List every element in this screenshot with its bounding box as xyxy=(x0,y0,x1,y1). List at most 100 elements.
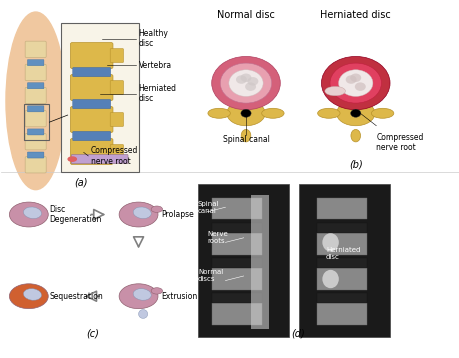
Circle shape xyxy=(247,77,258,86)
FancyBboxPatch shape xyxy=(28,106,44,112)
Circle shape xyxy=(350,109,360,117)
Ellipse shape xyxy=(370,108,393,118)
Ellipse shape xyxy=(6,12,65,190)
Circle shape xyxy=(229,70,263,96)
Circle shape xyxy=(349,73,360,82)
Bar xyxy=(316,258,366,268)
Text: Compressed
nerve root: Compressed nerve root xyxy=(375,133,423,152)
Bar xyxy=(61,23,138,172)
Ellipse shape xyxy=(241,130,250,142)
Ellipse shape xyxy=(336,101,374,126)
Bar xyxy=(197,184,289,337)
Bar xyxy=(211,233,262,255)
Ellipse shape xyxy=(119,284,157,309)
Circle shape xyxy=(338,70,372,96)
Text: Herniated
disc: Herniated disc xyxy=(325,247,359,260)
Text: Vertebra: Vertebra xyxy=(138,61,171,70)
Text: Spinal canal: Spinal canal xyxy=(222,135,269,144)
Text: Extrusion: Extrusion xyxy=(161,292,197,301)
Ellipse shape xyxy=(9,284,48,309)
Ellipse shape xyxy=(119,202,157,227)
FancyBboxPatch shape xyxy=(73,67,111,77)
Circle shape xyxy=(345,75,356,84)
Ellipse shape xyxy=(133,207,151,218)
Bar xyxy=(211,258,262,268)
Bar xyxy=(211,293,262,304)
FancyBboxPatch shape xyxy=(70,74,113,101)
Bar xyxy=(316,293,366,304)
Text: Disc
Degeneration: Disc Degeneration xyxy=(49,205,101,224)
FancyBboxPatch shape xyxy=(110,49,123,63)
Text: (b): (b) xyxy=(348,159,362,169)
Circle shape xyxy=(235,75,246,84)
Text: Compressed
nerve root: Compressed nerve root xyxy=(90,146,138,166)
Bar xyxy=(316,223,366,233)
Ellipse shape xyxy=(324,86,345,96)
Ellipse shape xyxy=(261,108,284,118)
Ellipse shape xyxy=(317,108,339,118)
Circle shape xyxy=(240,73,251,82)
Bar xyxy=(211,268,262,290)
Bar xyxy=(316,268,366,290)
FancyBboxPatch shape xyxy=(25,134,46,150)
Ellipse shape xyxy=(9,202,48,227)
Ellipse shape xyxy=(322,233,338,252)
FancyBboxPatch shape xyxy=(28,60,44,66)
Circle shape xyxy=(220,63,271,103)
Circle shape xyxy=(211,57,280,110)
Bar xyxy=(316,304,366,325)
FancyBboxPatch shape xyxy=(70,107,113,132)
Circle shape xyxy=(245,82,256,91)
FancyBboxPatch shape xyxy=(25,110,46,127)
Ellipse shape xyxy=(226,101,265,126)
FancyBboxPatch shape xyxy=(25,156,46,173)
Ellipse shape xyxy=(133,289,151,300)
Ellipse shape xyxy=(322,270,338,288)
Text: Herniated disc: Herniated disc xyxy=(319,10,390,20)
Ellipse shape xyxy=(151,288,162,294)
Bar xyxy=(211,304,262,325)
FancyBboxPatch shape xyxy=(28,152,44,158)
FancyBboxPatch shape xyxy=(28,83,44,89)
Text: (a): (a) xyxy=(74,177,88,187)
Bar xyxy=(251,195,269,329)
Ellipse shape xyxy=(207,108,230,118)
Text: Nerve
roots: Nerve roots xyxy=(207,231,227,244)
Text: (c): (c) xyxy=(86,329,99,339)
Text: Healthy
disc: Healthy disc xyxy=(138,29,168,48)
Circle shape xyxy=(241,109,251,117)
Bar xyxy=(211,198,262,219)
Bar xyxy=(316,233,366,255)
Ellipse shape xyxy=(138,310,147,318)
FancyBboxPatch shape xyxy=(110,145,123,158)
Circle shape xyxy=(321,57,389,110)
FancyBboxPatch shape xyxy=(71,155,128,164)
Ellipse shape xyxy=(23,289,41,300)
FancyBboxPatch shape xyxy=(110,112,123,126)
Text: (d): (d) xyxy=(291,329,305,339)
Bar xyxy=(211,223,262,233)
Ellipse shape xyxy=(23,207,41,218)
Text: Spinal
canal: Spinal canal xyxy=(197,201,219,214)
Bar xyxy=(24,105,49,140)
Text: Prolapse: Prolapse xyxy=(161,210,194,219)
Text: Normal
discs: Normal discs xyxy=(197,270,223,282)
Text: Herniated
disc: Herniated disc xyxy=(138,84,176,103)
Text: Sequestration: Sequestration xyxy=(49,292,103,301)
FancyBboxPatch shape xyxy=(70,43,113,68)
FancyBboxPatch shape xyxy=(25,87,46,104)
FancyBboxPatch shape xyxy=(25,41,46,58)
FancyBboxPatch shape xyxy=(70,139,113,164)
Ellipse shape xyxy=(350,130,360,142)
Circle shape xyxy=(329,63,381,103)
FancyBboxPatch shape xyxy=(25,64,46,81)
Bar xyxy=(316,198,366,219)
FancyBboxPatch shape xyxy=(28,129,44,135)
FancyBboxPatch shape xyxy=(110,81,123,95)
Circle shape xyxy=(354,82,365,91)
FancyBboxPatch shape xyxy=(73,100,111,109)
Ellipse shape xyxy=(151,206,162,212)
Ellipse shape xyxy=(68,157,76,161)
FancyBboxPatch shape xyxy=(73,131,111,141)
Text: Normal disc: Normal disc xyxy=(217,10,274,20)
